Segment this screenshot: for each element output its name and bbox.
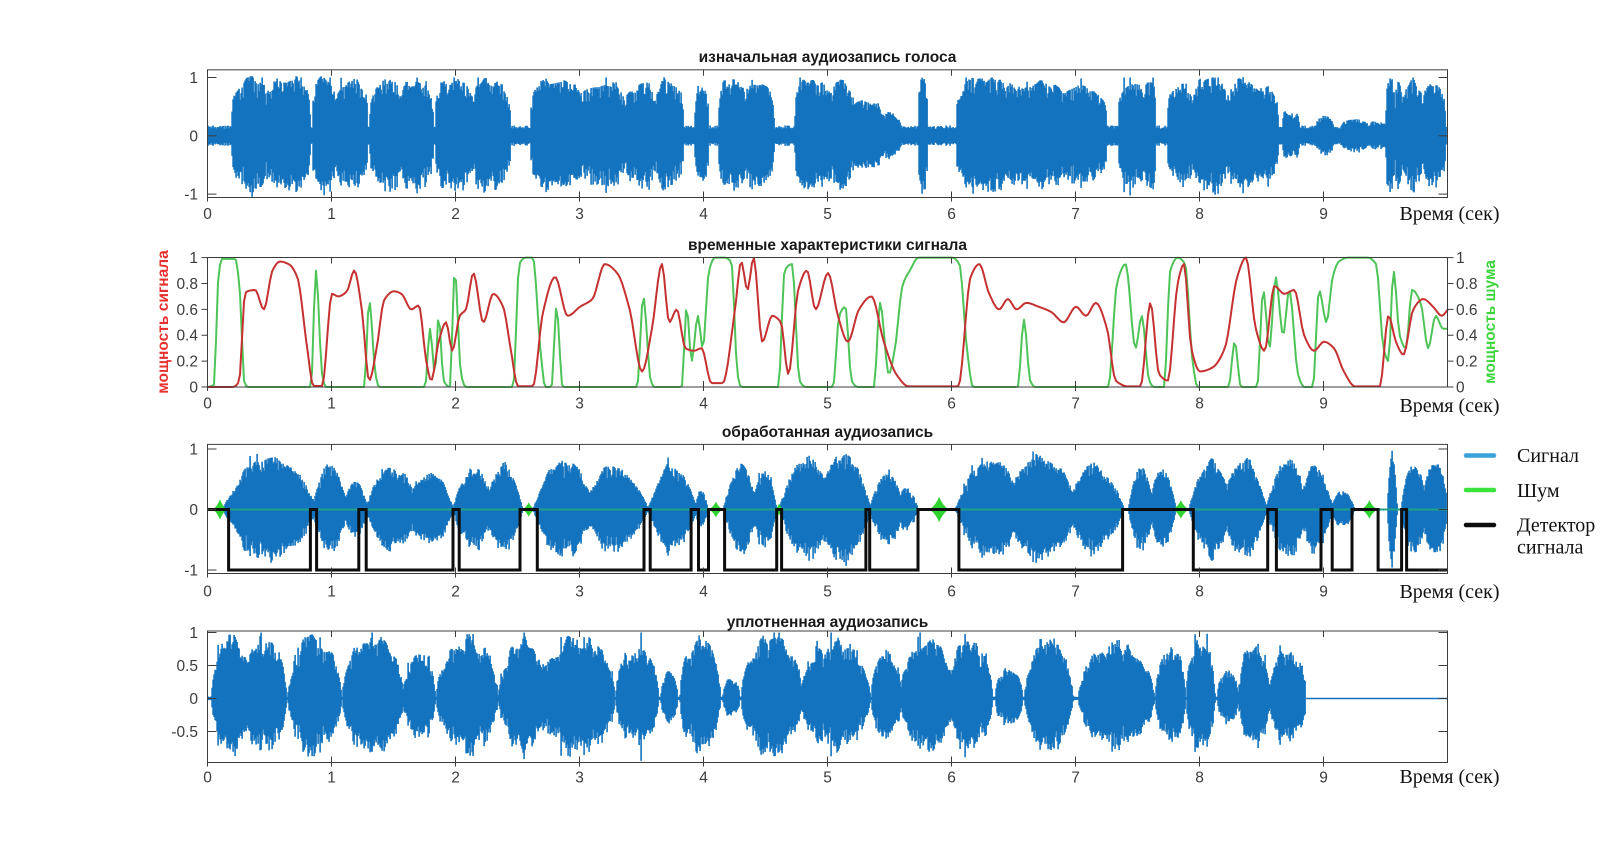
svg-text:0.5: 0.5 [176, 658, 198, 675]
svg-text:3: 3 [575, 770, 584, 787]
svg-text:1: 1 [327, 396, 336, 413]
svg-text:0: 0 [189, 502, 198, 519]
svg-text:8: 8 [1195, 396, 1204, 413]
svg-text:7: 7 [1071, 396, 1080, 413]
svg-text:1: 1 [189, 250, 198, 267]
svg-text:Время (сек): Время (сек) [1399, 395, 1499, 417]
svg-text:7: 7 [1071, 206, 1080, 223]
svg-text:0: 0 [189, 691, 198, 708]
svg-text:4: 4 [699, 770, 708, 787]
svg-text:0.2: 0.2 [176, 354, 198, 371]
svg-text:4: 4 [699, 206, 708, 223]
svg-text:5: 5 [823, 396, 832, 413]
svg-text:6: 6 [947, 770, 956, 787]
svg-text:9: 9 [1319, 584, 1328, 601]
svg-text:0: 0 [203, 770, 212, 787]
svg-text:6: 6 [947, 584, 956, 601]
svg-text:Шум: Шум [1517, 480, 1560, 502]
svg-text:0: 0 [203, 584, 212, 601]
svg-text:3: 3 [575, 396, 584, 413]
svg-text:5: 5 [823, 770, 832, 787]
svg-text:3: 3 [575, 206, 584, 223]
svg-text:6: 6 [947, 206, 956, 223]
svg-text:Сигнал: Сигнал [1517, 445, 1579, 467]
svg-text:8: 8 [1195, 770, 1204, 787]
svg-text:1: 1 [189, 625, 198, 642]
svg-text:временные характеристики сигна: временные характеристики сигнала [688, 237, 967, 254]
svg-text:2: 2 [451, 396, 460, 413]
svg-text:9: 9 [1319, 206, 1328, 223]
svg-text:0: 0 [189, 128, 198, 145]
svg-text:0: 0 [203, 206, 212, 223]
svg-text:7: 7 [1071, 584, 1080, 601]
svg-text:8: 8 [1195, 584, 1204, 601]
svg-text:1: 1 [327, 584, 336, 601]
svg-text:мощность сигнала: мощность сигнала [155, 250, 172, 394]
svg-text:-0.5: -0.5 [171, 724, 198, 741]
svg-text:Время (сек): Время (сек) [1399, 203, 1499, 225]
svg-text:сигнала: сигнала [1517, 537, 1584, 559]
svg-text:1: 1 [189, 70, 198, 87]
svg-text:0.4: 0.4 [176, 328, 198, 345]
svg-text:0.8: 0.8 [176, 276, 198, 293]
svg-text:-1: -1 [184, 187, 198, 204]
svg-text:2: 2 [451, 584, 460, 601]
svg-text:4: 4 [699, 584, 708, 601]
svg-text:Время (сек): Время (сек) [1399, 766, 1499, 788]
svg-text:0: 0 [189, 380, 198, 397]
svg-text:2: 2 [451, 206, 460, 223]
svg-text:0.8: 0.8 [1456, 276, 1478, 293]
svg-text:6: 6 [947, 396, 956, 413]
svg-text:9: 9 [1319, 396, 1328, 413]
svg-text:4: 4 [699, 396, 708, 413]
svg-text:8: 8 [1195, 206, 1204, 223]
svg-text:7: 7 [1071, 770, 1080, 787]
svg-text:2: 2 [451, 770, 460, 787]
svg-text:обработанная аудиозапись: обработанная аудиозапись [722, 424, 933, 441]
svg-text:9: 9 [1319, 770, 1328, 787]
svg-text:Время (сек): Время (сек) [1399, 581, 1499, 603]
svg-text:1: 1 [189, 442, 198, 459]
svg-text:3: 3 [575, 584, 584, 601]
svg-text:0.2: 0.2 [1456, 354, 1478, 371]
svg-text:0.6: 0.6 [1456, 302, 1478, 319]
svg-text:0: 0 [203, 396, 212, 413]
svg-text:уплотненная аудиозапись: уплотненная аудиозапись [727, 614, 929, 631]
svg-text:5: 5 [823, 206, 832, 223]
svg-text:0.4: 0.4 [1456, 328, 1478, 345]
svg-text:5: 5 [823, 584, 832, 601]
svg-text:1: 1 [327, 770, 336, 787]
svg-text:0: 0 [1456, 380, 1465, 397]
svg-text:1: 1 [1456, 250, 1465, 267]
svg-text:мощность шума: мощность шума [1482, 260, 1499, 384]
svg-text:0.6: 0.6 [176, 302, 198, 319]
svg-text:-1: -1 [184, 563, 198, 580]
svg-text:Детектор: Детектор [1517, 515, 1595, 537]
svg-text:1: 1 [327, 206, 336, 223]
svg-text:изначальная аудиозапись голоса: изначальная аудиозапись голоса [699, 49, 957, 66]
